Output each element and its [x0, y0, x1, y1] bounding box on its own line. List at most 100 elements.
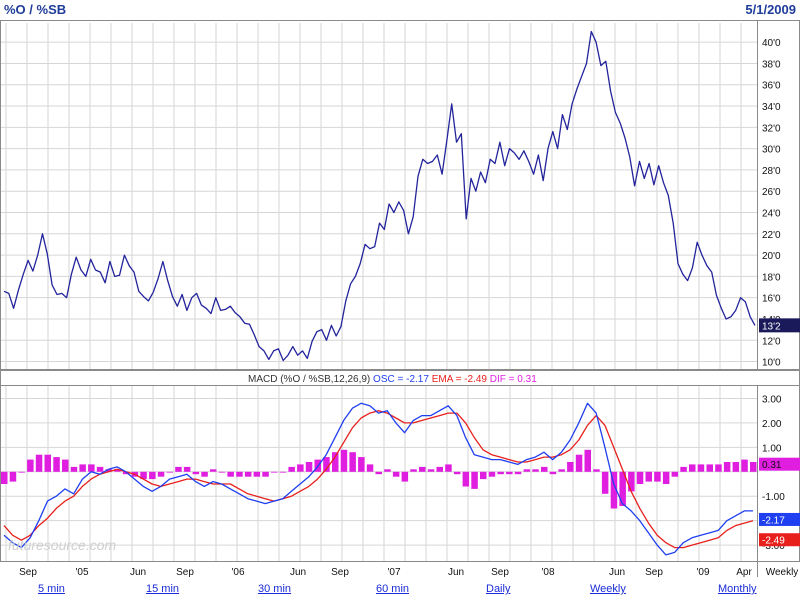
dif-bar: [401, 471, 409, 482]
interval-link-30-min[interactable]: 30 min: [258, 583, 292, 595]
price-tick-label: 22'0: [762, 230, 781, 241]
price-tick-label: 20'0: [762, 251, 781, 262]
dif-bar: [419, 466, 426, 472]
price-tick-label: 26'0: [762, 187, 781, 198]
dif-bar: [410, 469, 417, 472]
interval-link-daily[interactable]: Daily: [486, 583, 511, 595]
x-tick-label: '05: [75, 567, 88, 578]
dif-bar: [44, 454, 51, 472]
dif-bar: [497, 471, 504, 475]
watermark-text: futuresource.com: [8, 537, 116, 553]
x-tick-label: Jun: [130, 567, 146, 578]
dif-bar: [715, 464, 722, 472]
dif-bar: [445, 464, 452, 472]
dif-bar: [9, 471, 17, 482]
ema-series-line: [3, 410, 754, 549]
x-tick-label: Sep: [645, 567, 663, 578]
dif-bar: [523, 469, 531, 472]
dif-bar: [541, 466, 548, 472]
dif-bar: [392, 471, 400, 477]
macd-panel-border: [0, 385, 800, 562]
x-tick-label: Jun: [609, 567, 625, 578]
x-tick-label: '07: [387, 567, 400, 578]
dif-bar: [175, 466, 182, 472]
price-tick-label: 36'0: [762, 81, 781, 92]
interval-link-weekly[interactable]: Weekly: [590, 583, 626, 595]
x-tick-label: Sep: [331, 567, 349, 578]
macd-legend: MACD (%O / %SB,12,26,9) OSC = -2.17 EMA …: [248, 374, 537, 385]
dif-bar: [488, 471, 496, 477]
chart-header: %O / %SB 5/1/2009: [0, 0, 800, 21]
dif-bar: [514, 471, 522, 475]
chart-date: 5/1/2009: [745, 2, 796, 17]
dif-bar: [732, 462, 740, 472]
dif-bar: [70, 466, 78, 472]
dif-bar: [366, 464, 374, 472]
dif-bar: [567, 462, 574, 472]
price-tick-label: 24'0: [762, 209, 781, 220]
macd-tick-label: 2.00: [762, 419, 782, 430]
dif-bar: [218, 471, 226, 473]
dif-bar: [62, 459, 69, 472]
dif-bar: [192, 471, 200, 475]
price-tick-label: 34'0: [762, 102, 781, 113]
dif-bar: [628, 471, 635, 492]
dif-bar: [358, 457, 365, 472]
chart-gridlines: [0, 23, 757, 561]
dif-bar: [18, 471, 25, 473]
osc-value-label: -2.17: [762, 515, 785, 526]
dif-bar: [636, 471, 644, 484]
dif-value-tag: [759, 457, 800, 471]
price-tick-label: 10'0: [762, 358, 781, 369]
dif-bar: [340, 449, 348, 472]
ema-value-tag: [759, 533, 800, 547]
dif-bar: [654, 471, 661, 482]
dif-bar: [558, 469, 565, 472]
dif-bar: [53, 457, 60, 472]
ema-value-label: -2.49: [762, 536, 785, 547]
dif-bar: [462, 471, 470, 487]
legend-entry: EMA = -2.49: [432, 374, 490, 385]
dif-bar: [297, 464, 304, 472]
dif-bar: [35, 454, 43, 472]
dif-bar: [288, 466, 295, 472]
dif-bar: [689, 464, 696, 472]
price-panel-border: [0, 20, 800, 370]
x-tick-label: '08: [541, 567, 554, 578]
osc-series-line: [3, 402, 753, 556]
dif-bar: [436, 466, 443, 472]
price-tick-label: 32'0: [762, 123, 781, 134]
interval-link-60-min[interactable]: 60 min: [376, 583, 410, 595]
dif-bar: [96, 466, 104, 472]
dif-bar: [549, 471, 557, 475]
y-axis-labels: 10'012'014'016'018'020'022'024'026'028'0…: [759, 38, 800, 552]
dif-bar: [244, 471, 252, 477]
dif-bar: [332, 452, 339, 472]
x-tick-label: Jun: [290, 567, 306, 578]
x-tick-label: Sep: [19, 567, 37, 578]
price-tick-label: 16'0: [762, 294, 781, 305]
interval-link-monthly[interactable]: Monthly: [718, 583, 757, 595]
dif-bar: [201, 471, 208, 477]
x-axis-labels: Sep '05 Jun Sep '06 Jun Sep '07 Jun Sep '08 Jun Sep '…: [19, 567, 798, 578]
price-plot: [3, 30, 756, 362]
dif-bar: [645, 471, 652, 482]
osc-value-tag: [759, 512, 800, 526]
dif-bar: [114, 469, 121, 472]
interval-link-15-min[interactable]: 15 min: [146, 583, 180, 595]
macd-title: MACD (%O / %SB,12,26,9): [248, 374, 373, 385]
dif-bar: [610, 471, 618, 509]
dif-bar: [183, 466, 191, 472]
dif-bar: [741, 459, 748, 472]
dif-bar: [1, 471, 8, 484]
macd-legend-text: MACD (%O / %SB,12,26,9) OSC = -2.17 EMA …: [248, 374, 537, 385]
dif-bar: [706, 464, 713, 472]
x-axis-interval-label: Weekly: [766, 567, 799, 578]
legend-entry: OSC = -2.17: [373, 374, 432, 385]
dif-bar: [166, 471, 173, 473]
price-series-line: [3, 30, 756, 362]
interval-link-5-min[interactable]: 5 min: [38, 583, 65, 595]
macd-tick-label: -1.00: [762, 492, 785, 503]
dif-bar: [575, 454, 583, 472]
dif-bar: [453, 471, 461, 475]
